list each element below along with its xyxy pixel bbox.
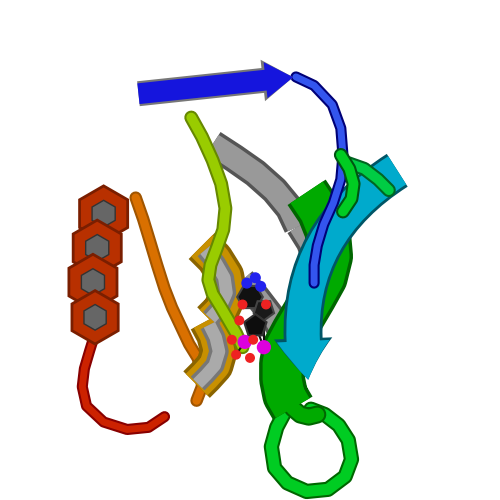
Polygon shape bbox=[73, 220, 122, 276]
Circle shape bbox=[250, 273, 260, 282]
Polygon shape bbox=[69, 254, 117, 310]
Circle shape bbox=[249, 336, 258, 344]
Circle shape bbox=[238, 300, 247, 309]
Polygon shape bbox=[80, 186, 128, 242]
Polygon shape bbox=[92, 200, 115, 227]
Polygon shape bbox=[84, 304, 106, 330]
Circle shape bbox=[256, 282, 266, 291]
Circle shape bbox=[262, 300, 270, 309]
Polygon shape bbox=[254, 301, 274, 320]
Circle shape bbox=[238, 336, 251, 348]
Circle shape bbox=[228, 336, 236, 344]
Circle shape bbox=[258, 341, 270, 353]
Polygon shape bbox=[244, 314, 266, 336]
Polygon shape bbox=[237, 286, 263, 308]
Circle shape bbox=[246, 354, 254, 362]
Polygon shape bbox=[86, 234, 109, 261]
Polygon shape bbox=[72, 290, 118, 344]
Circle shape bbox=[242, 278, 252, 288]
Circle shape bbox=[235, 316, 244, 325]
Circle shape bbox=[232, 350, 240, 359]
Polygon shape bbox=[82, 268, 104, 295]
